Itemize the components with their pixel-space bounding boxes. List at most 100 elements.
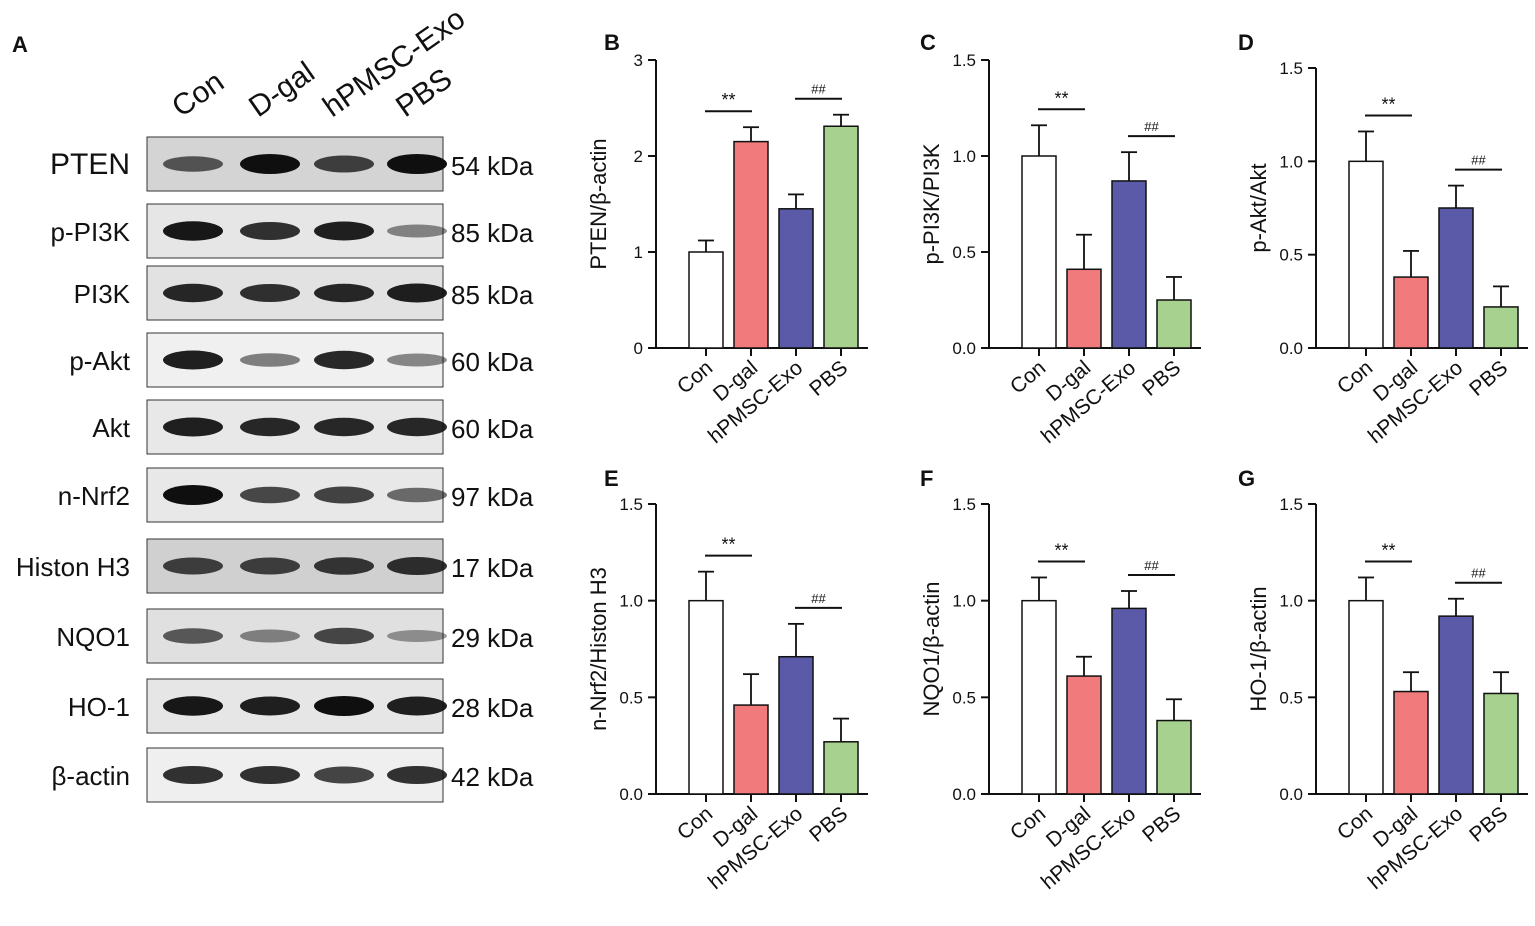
bar-pbs xyxy=(823,125,859,349)
protein-band xyxy=(387,630,447,642)
y-tick-label: 1.5 xyxy=(952,495,976,514)
y-tick-label: 1.0 xyxy=(952,592,976,611)
protein-label: p-Akt xyxy=(69,346,130,376)
kda-label: 60 kDa xyxy=(451,414,534,444)
bar-d-gal xyxy=(1066,675,1102,795)
protein-band xyxy=(387,487,447,503)
blot-row: NQO1 29 kDa xyxy=(56,608,534,664)
blot-row: PI3K 85 kDa xyxy=(74,265,534,321)
protein-label: PI3K xyxy=(74,279,131,309)
bar-charts: B0123PTEN/β-actinConD-galhPMSC-ExoPBS**#… xyxy=(586,30,1528,894)
protein-band xyxy=(163,221,223,241)
protein-band xyxy=(240,353,300,367)
significance-label: ## xyxy=(1471,566,1486,581)
protein-label: Akt xyxy=(92,413,130,443)
significance-label: ## xyxy=(811,591,826,606)
protein-band xyxy=(240,284,300,302)
y-axis-title: n-Nrf2/Histon H3 xyxy=(586,567,611,731)
kda-label: 42 kDa xyxy=(451,762,534,792)
kda-label: 28 kDa xyxy=(451,693,534,723)
protein-band xyxy=(240,766,300,784)
protein-band xyxy=(240,629,300,643)
significance-label: ** xyxy=(721,90,735,110)
protein-label: PTEN xyxy=(50,148,130,181)
protein-band xyxy=(387,353,447,367)
protein-band xyxy=(240,486,300,504)
y-tick-label: 0.5 xyxy=(952,688,976,707)
blot-row: β-actin 42 kDa xyxy=(51,747,534,803)
significance-label: ** xyxy=(721,535,735,555)
protein-band xyxy=(163,283,223,303)
x-tick-label: Con xyxy=(673,802,717,844)
protein-band xyxy=(387,696,447,716)
protein-band xyxy=(314,221,374,241)
protein-band xyxy=(240,557,300,575)
y-tick-label: 0.0 xyxy=(619,785,643,804)
y-tick-label: 0.5 xyxy=(619,688,643,707)
kda-label: 85 kDa xyxy=(451,218,534,248)
bar-hpmsc-exo xyxy=(1438,207,1474,349)
protein-label: HO-1 xyxy=(68,692,130,722)
bar-hpmsc-exo xyxy=(1111,180,1147,349)
blot-row: HO-1 28 kDa xyxy=(68,678,534,734)
kda-label: 54 kDa xyxy=(451,151,534,181)
bar-d-gal xyxy=(733,140,769,349)
bar-con xyxy=(688,251,724,349)
y-tick-label: 1 xyxy=(634,243,643,262)
significance-label: ## xyxy=(1144,119,1159,134)
significance-label: ## xyxy=(811,82,826,97)
bar-d-gal xyxy=(1066,268,1102,349)
panel-letter: E xyxy=(604,466,619,491)
protein-band xyxy=(163,350,223,370)
lane-label: hPMSC-Exo xyxy=(317,2,471,124)
bar-hpmsc-exo xyxy=(778,655,814,795)
protein-band xyxy=(240,696,300,716)
x-tick-label: Con xyxy=(1006,802,1050,844)
x-tick-label: PBS xyxy=(805,356,852,401)
protein-band xyxy=(163,417,223,437)
protein-band xyxy=(163,485,223,505)
bar-pbs xyxy=(1156,719,1192,795)
y-tick-label: 0.0 xyxy=(1279,339,1303,358)
protein-band xyxy=(314,350,374,370)
protein-band xyxy=(387,557,447,575)
kda-label: 85 kDa xyxy=(451,280,534,310)
bar-d-gal xyxy=(1393,276,1429,349)
protein-band xyxy=(240,154,300,174)
y-tick-label: 2 xyxy=(634,147,643,166)
significance-label: ## xyxy=(1471,153,1486,168)
bar-con xyxy=(1348,599,1384,795)
lane-label: D-gal xyxy=(243,56,321,124)
protein-band xyxy=(387,417,447,437)
x-tick-label: Con xyxy=(1333,802,1377,844)
protein-band xyxy=(314,486,374,504)
kda-label: 60 kDa xyxy=(451,347,534,377)
y-tick-label: 0.0 xyxy=(952,785,976,804)
y-axis-title: NQO1/β-actin xyxy=(919,582,944,717)
x-tick-label: Con xyxy=(673,356,717,398)
x-tick-label: Con xyxy=(1006,356,1050,398)
significance-label: ** xyxy=(1381,94,1395,114)
y-tick-label: 0 xyxy=(634,339,643,358)
panel-letter: C xyxy=(920,30,936,55)
kda-label: 29 kDa xyxy=(451,623,534,653)
protein-band xyxy=(240,417,300,437)
bar-con xyxy=(1348,160,1384,349)
y-tick-label: 0.0 xyxy=(1279,785,1303,804)
bar-pbs xyxy=(1483,692,1519,795)
blot-row: n-Nrf2 97 kDa xyxy=(58,467,534,523)
chart-panel-f: F0.00.51.01.5NQO1/β-actinConD-galhPMSC-E… xyxy=(919,466,1201,894)
significance-label: ** xyxy=(1054,88,1068,108)
protein-band xyxy=(163,557,223,575)
protein-band xyxy=(314,557,374,575)
protein-band xyxy=(314,696,374,716)
significance-label: ** xyxy=(1381,540,1395,560)
y-axis-title: p-Akt/Akt xyxy=(1246,163,1271,252)
bar-hpmsc-exo xyxy=(1438,615,1474,795)
chart-panel-g: G0.00.51.01.5HO-1/β-actinConD-galhPMSC-E… xyxy=(1238,466,1528,894)
bar-con xyxy=(1021,155,1057,349)
bar-con xyxy=(688,599,724,795)
protein-band xyxy=(314,283,374,303)
